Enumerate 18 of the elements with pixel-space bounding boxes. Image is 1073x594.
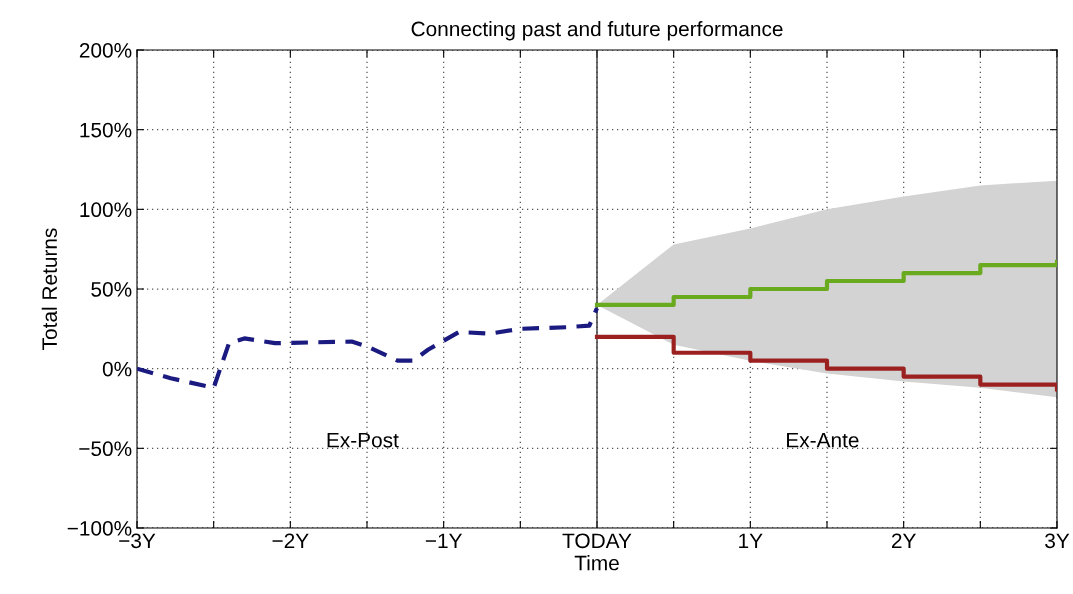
y-tick-label: 150% xyxy=(80,122,132,138)
x-axis-title: Time xyxy=(574,555,619,571)
x-tick-label: 1Y xyxy=(739,533,763,548)
x-tick-label: −2Y xyxy=(272,533,309,548)
x-tick-label: 2Y xyxy=(891,533,916,548)
annotation: Ex-Post xyxy=(327,433,399,448)
chart-title: Connecting past and future performance xyxy=(411,21,783,41)
x-tick-label: 3Y xyxy=(1045,533,1070,549)
y-tick-label: 200% xyxy=(79,43,132,58)
y-tick-label: 100% xyxy=(80,202,132,218)
line-series xyxy=(137,306,600,390)
annotation: Ex-Ante xyxy=(787,433,859,448)
x-tick-label: −1Y xyxy=(425,533,463,548)
y-tick-label: 0% xyxy=(102,361,132,377)
y-tick-label: −50% xyxy=(79,441,132,457)
x-tick-label: TODAY xyxy=(562,533,632,549)
y-axis-title: Total Returns xyxy=(41,228,58,350)
y-tick-label: 50% xyxy=(91,282,132,297)
